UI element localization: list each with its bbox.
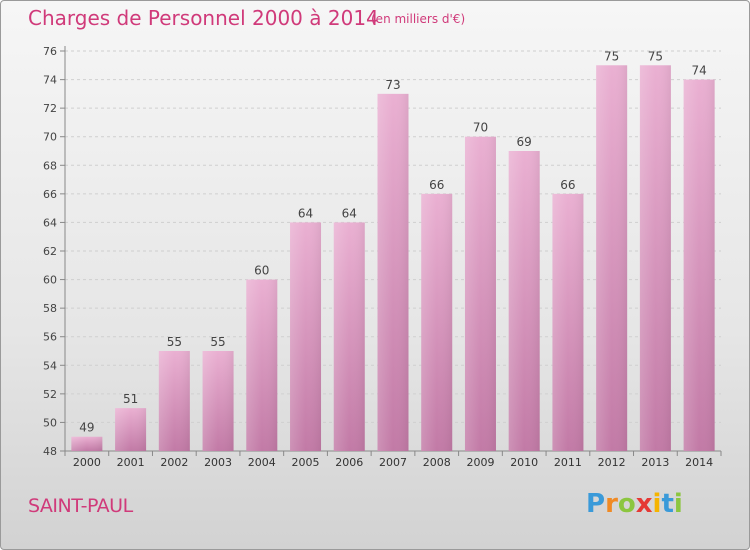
bar-shade [464, 136, 496, 451]
x-tick-label: 2007 [379, 456, 407, 469]
data-label: 69 [517, 135, 532, 149]
bar-shade [596, 65, 628, 452]
y-tick-label: 58 [43, 302, 57, 315]
bar-shade [115, 408, 147, 451]
data-label: 74 [691, 64, 706, 78]
bar-shade [421, 193, 453, 451]
logo-letter: o [617, 489, 636, 519]
logo-letter: x [635, 489, 653, 519]
y-tick-label: 48 [43, 445, 57, 458]
x-tick-label: 2012 [598, 456, 626, 469]
chart-subtitle: (en milliers d'€) [371, 12, 466, 26]
bars [71, 65, 715, 452]
bar-shade [158, 351, 190, 451]
commune-name: SAINT-PAUL [28, 495, 133, 517]
bar-shade [377, 93, 409, 451]
y-tick-label: 72 [43, 102, 57, 115]
data-label: 75 [604, 49, 619, 63]
y-tick-label: 56 [43, 331, 57, 344]
x-tick-label: 2003 [204, 456, 232, 469]
x-tick-label: 2011 [554, 456, 582, 469]
x-tick-label: 2002 [160, 456, 188, 469]
logo-letter: r [605, 489, 618, 519]
y-tick-label: 50 [43, 416, 57, 429]
bar-chart: 48 50 52 54 56 58 60 62 64 66 68 70 72 74 76 2000 2001 20… [43, 45, 722, 469]
data-label: 55 [210, 335, 225, 349]
y-tick-label: 52 [43, 388, 57, 401]
y-tick-label: 74 [43, 74, 57, 87]
logo-letter: t [661, 489, 674, 519]
bar-shade [202, 351, 234, 451]
data-label: 51 [123, 392, 138, 406]
data-labels: 49 51 55 55 60 64 64 73 66 70 69 66 75 75 74 [79, 49, 707, 434]
data-label: 60 [254, 264, 269, 278]
axes: 48 50 52 54 56 58 60 62 64 66 68 70 72 74 76 2000 2001 20… [43, 45, 722, 469]
data-label: 70 [473, 121, 488, 135]
x-tick-label: 2006 [335, 456, 363, 469]
bar-shade [333, 222, 365, 451]
x-tick-label: 2004 [248, 456, 276, 469]
bar-shade [683, 79, 715, 452]
proxiti-logo[interactable]: Proxiti [586, 489, 683, 519]
y-tick-label: 62 [43, 245, 57, 258]
data-label: 49 [79, 421, 94, 435]
bar-shade [508, 151, 540, 451]
x-tick-label: 2014 [685, 456, 713, 469]
logo-letter: i [673, 489, 683, 519]
y-tick-label: 54 [43, 359, 57, 372]
x-tick-label: 2005 [292, 456, 320, 469]
data-label: 64 [342, 206, 357, 220]
x-tick-label: 2009 [466, 456, 494, 469]
data-label: 75 [648, 49, 663, 63]
logo-letter: i [652, 489, 662, 519]
x-tick-label: 2001 [117, 456, 145, 469]
chart-title: Charges de Personnel 2000 à 2014 [28, 6, 379, 30]
y-tick-label: 70 [43, 131, 57, 144]
x-tick-label: 2013 [641, 456, 669, 469]
data-label: 66 [560, 178, 575, 192]
data-label: 66 [429, 178, 444, 192]
y-tick-label: 68 [43, 159, 57, 172]
logo-letter: P [586, 489, 606, 519]
bar-shade [552, 193, 584, 451]
y-tick-label: 64 [43, 216, 57, 229]
y-tick-label: 76 [43, 45, 57, 58]
bar-shade [290, 222, 322, 451]
x-tick-label: 2010 [510, 456, 538, 469]
y-tick-label: 60 [43, 274, 57, 287]
data-label: 64 [298, 206, 313, 220]
bar-shade [71, 436, 103, 451]
bar-shade [639, 65, 671, 452]
x-tick-label: 2008 [423, 456, 451, 469]
x-tick-label: 2000 [73, 456, 101, 469]
bar-shade [246, 279, 278, 451]
data-label: 55 [167, 335, 182, 349]
y-tick-label: 66 [43, 188, 57, 201]
data-label: 73 [385, 78, 400, 92]
